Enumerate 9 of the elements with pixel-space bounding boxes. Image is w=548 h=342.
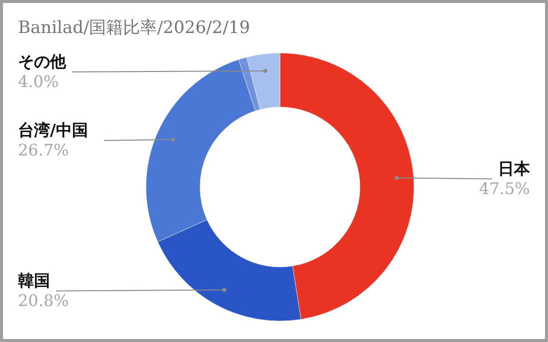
- data-label: 26.7%: [18, 140, 69, 160]
- data-label: 4.0%: [18, 72, 59, 91]
- data-label: 47.5%: [479, 178, 530, 198]
- slice-label: 日本: [498, 158, 531, 178]
- chart-title: Banilad/国籍比率/2026/2/19: [18, 18, 250, 38]
- slice-label: 台湾/中国: [18, 120, 88, 140]
- slice-label: その他: [18, 52, 67, 71]
- slice-label: 韓国: [18, 270, 50, 290]
- data-label: 20.8%: [18, 290, 69, 310]
